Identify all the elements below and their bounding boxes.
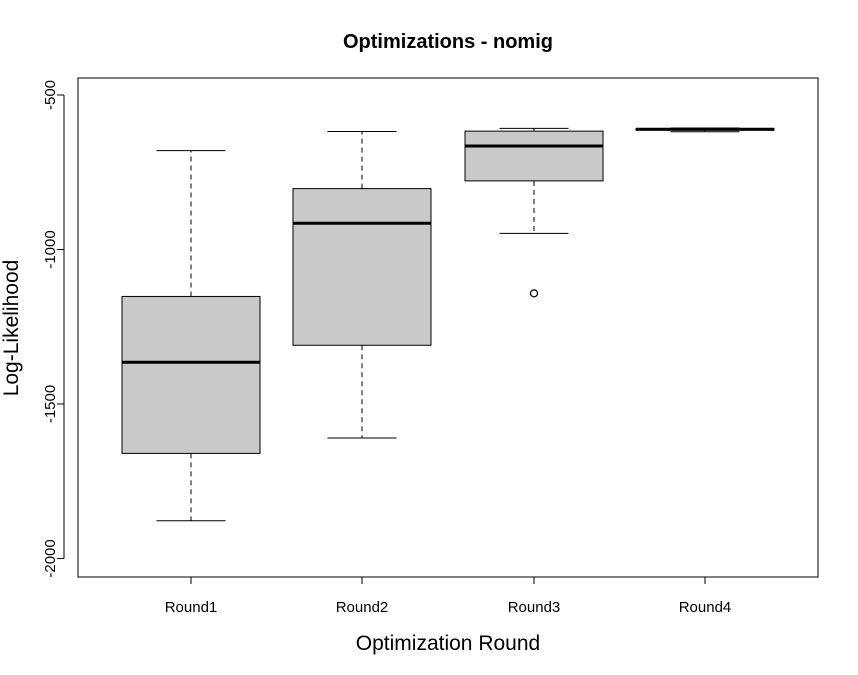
- x-axis-label: Optimization Round: [356, 632, 540, 655]
- box-round1: [121, 150, 261, 522]
- box-body: [464, 130, 604, 182]
- box-body: [121, 295, 261, 454]
- chart-title: Optimizations - nomig: [343, 31, 553, 53]
- x-tick-label: Round2: [336, 599, 389, 616]
- y-tick-label: -1000: [42, 230, 59, 268]
- y-axis-label: Log-Likelihood: [0, 260, 23, 397]
- box-round3: [464, 127, 604, 298]
- boxes: [121, 127, 775, 522]
- box-round4: [635, 127, 775, 133]
- y-axis: -500 -1000 -1500 -2000: [42, 80, 65, 578]
- y-tick-label: -1500: [42, 385, 59, 423]
- y-tick-label: -2000: [42, 539, 59, 577]
- box-round2: [292, 130, 432, 439]
- x-tick-label: Round4: [679, 599, 732, 616]
- x-tick-label: Round3: [508, 599, 561, 616]
- y-tick-label: -500: [42, 80, 59, 110]
- outlier-point: [529, 289, 539, 298]
- box-body: [292, 188, 432, 346]
- x-tick-label: Round1: [165, 599, 218, 616]
- x-axis: Round1 Round2 Round3 Round4: [165, 576, 732, 616]
